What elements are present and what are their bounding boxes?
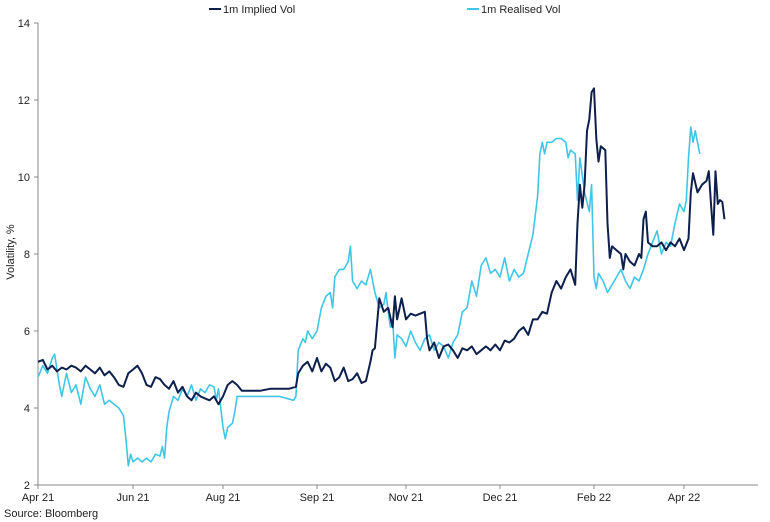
source-note: Source: Bloomberg	[4, 508, 99, 520]
y-tick-label: 4	[24, 403, 30, 415]
x-tick-label: Sep 21	[300, 492, 335, 504]
y-axis-title: Volatility, %	[5, 224, 17, 280]
x-tick-label: Aug 21	[206, 492, 241, 504]
x-tick-label: Nov 21	[389, 492, 424, 504]
x-tick-label: Apr 21	[22, 492, 54, 504]
y-tick-label: 12	[18, 95, 30, 107]
legend-label: 1m Implied Vol	[223, 4, 295, 16]
x-tick-label: Jun 21	[116, 492, 149, 504]
x-tick-label: Dec 21	[483, 492, 518, 504]
x-tick-label: Feb 22	[577, 492, 611, 504]
series-layer	[37, 87, 726, 467]
legend-label: 1m Realised Vol	[481, 4, 561, 16]
y-tick-label: 14	[18, 18, 30, 30]
y-tick-label: 2	[24, 480, 30, 492]
series-line-realised-vol	[37, 126, 701, 467]
y-tick-label: 8	[24, 249, 30, 261]
y-axis: 2 4 6 8 10 12 14	[18, 18, 39, 492]
y-tick-label: 10	[18, 172, 30, 184]
legend: 1m Implied Vol 1m Realised Vol	[209, 4, 561, 16]
series-line-implied-vol	[37, 87, 726, 406]
x-tick-label: Apr 22	[668, 492, 700, 504]
x-axis: Apr 21 Jun 21 Aug 21 Sep 21 Nov 21 Dec 21 Feb …	[22, 484, 758, 504]
y-tick-label: 6	[24, 326, 30, 338]
